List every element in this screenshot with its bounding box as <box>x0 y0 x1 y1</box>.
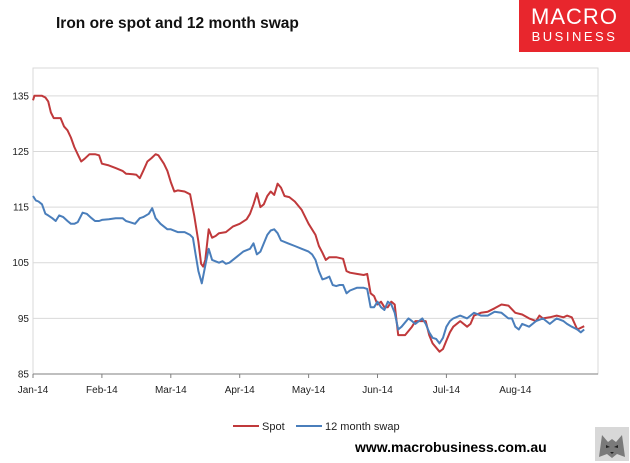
x-tick-label: Jul-14 <box>433 385 461 396</box>
legend-label: Spot <box>262 421 285 433</box>
logo-line1: MACRO <box>531 4 618 29</box>
chart-title: Iron ore spot and 12 month swap <box>56 15 299 32</box>
series-line-swap <box>32 195 585 345</box>
y-tick-label: 85 <box>18 370 30 381</box>
series-lines <box>32 94 585 353</box>
x-tick-label: Jun-14 <box>362 385 393 396</box>
x-tick-label: May-14 <box>292 385 326 396</box>
legend-label: 12 month swap <box>325 421 400 433</box>
y-tick-label: 125 <box>12 147 29 158</box>
legend: Spot 12 month swap <box>233 421 400 433</box>
y-tick-label: 95 <box>18 314 30 325</box>
plot-area <box>32 67 599 375</box>
x-tick-label: Aug-14 <box>499 385 532 396</box>
x-axis: Jan-14 Feb-14 Mar-14 Apr-14 May-14 Jun-14 Jul-… <box>18 373 598 396</box>
x-tick-label: Feb-14 <box>86 385 118 396</box>
y-tick-label: 135 <box>12 91 29 102</box>
logo-line2: BUSINESS <box>531 29 618 44</box>
y-tick-label: 105 <box>12 258 29 269</box>
x-tick-label: Jan-14 <box>18 385 49 396</box>
gridlines <box>32 67 599 375</box>
series-line-spot <box>32 94 585 353</box>
wolf-icon <box>595 427 629 461</box>
x-tick-label: Apr-14 <box>225 385 255 396</box>
y-axis: 85 95 105 115 125 135 <box>12 91 29 380</box>
x-tick-label: Mar-14 <box>155 385 187 396</box>
y-tick-label: 115 <box>13 203 29 214</box>
macrobusiness-logo: MACRO BUSINESS <box>519 0 630 52</box>
footer-url[interactable]: www.macrobusiness.com.au <box>355 439 547 455</box>
